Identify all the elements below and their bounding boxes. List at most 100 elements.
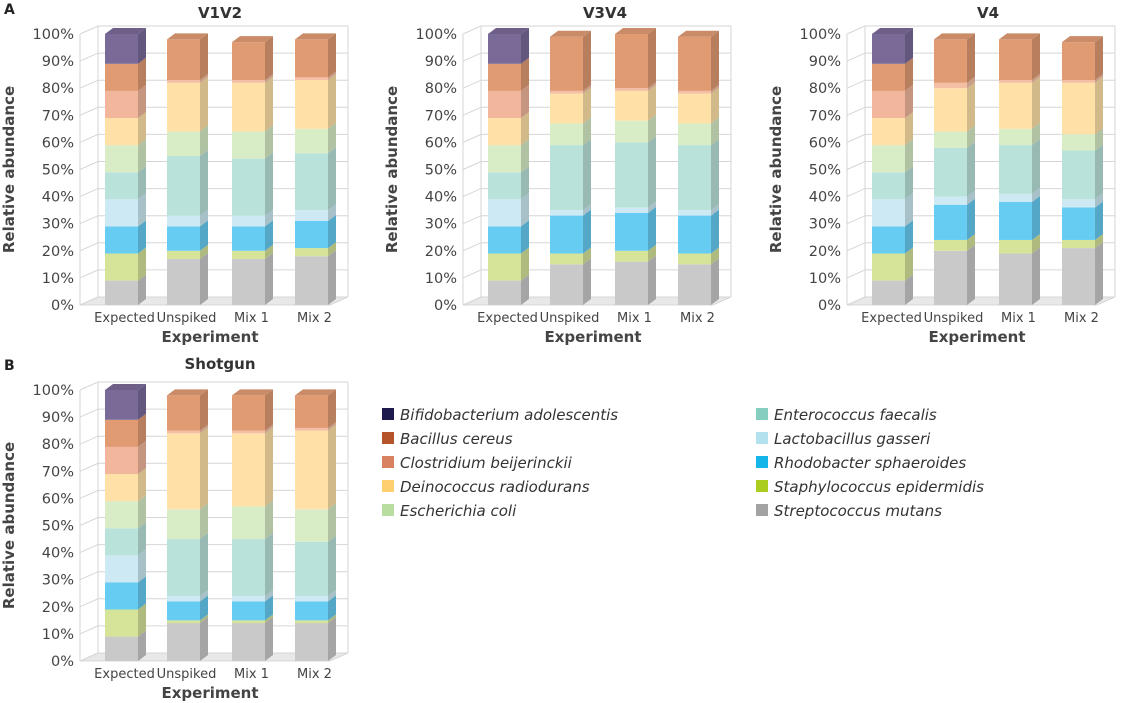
bar-segment-front: [105, 226, 138, 254]
bar-segment-front: [678, 90, 711, 94]
bar-stack-mix-1: [615, 28, 656, 305]
bar-segment-front: [295, 395, 328, 428]
bar-segment-front: [105, 528, 138, 556]
bar-segment-side: [265, 209, 273, 227]
bar-segment-front: [105, 280, 138, 305]
bar-stack-expected: [872, 28, 913, 305]
bar-segment-front: [488, 172, 521, 200]
bar-segment-front: [167, 430, 200, 434]
y-tick-label: 50%: [425, 163, 457, 179]
bar-segment-side: [328, 389, 336, 428]
bar-segment: [295, 204, 336, 221]
bar-segment-side: [905, 166, 913, 200]
bar-segment: [295, 614, 336, 624]
bar-segment-front: [678, 215, 711, 254]
bar-segment-side: [138, 193, 146, 227]
y-tick-label: 90%: [42, 54, 74, 70]
bar-segment: [999, 196, 1040, 240]
bar-segment-side: [905, 28, 913, 64]
bar-stack-expected: [488, 28, 529, 305]
bar-segment: [1062, 144, 1103, 200]
bar-segment-side: [905, 274, 913, 305]
y-tick-label: 20%: [42, 244, 74, 260]
bar-segment-front: [295, 595, 328, 602]
bar-segment-side: [328, 617, 336, 661]
bar-segment: [105, 139, 146, 173]
bar-segment: [999, 33, 1040, 81]
bar-segment-front: [615, 34, 648, 89]
bar-segment-front: [232, 430, 265, 434]
bar-segment: [167, 149, 208, 216]
bar-segment-side: [200, 149, 208, 216]
bar-segment-front: [232, 42, 265, 81]
bar-segment-side: [200, 252, 208, 305]
bar-segment-front: [105, 446, 138, 475]
bar-segment-front: [167, 226, 200, 251]
bar-segment-front: [167, 509, 200, 540]
bar-segment-side: [138, 413, 146, 447]
bar-segment-front: [105, 90, 138, 119]
bar-segment-side: [905, 84, 913, 119]
y-tick-label: 80%: [425, 81, 457, 97]
bar-segment-front: [678, 145, 711, 211]
bar-segment-front: [934, 196, 967, 205]
bar-segment-front: [872, 226, 905, 254]
bar-segment-side: [711, 204, 719, 216]
bar-segment-side: [328, 242, 336, 257]
bar-segment-side: [200, 503, 208, 540]
bar-segment: [295, 250, 336, 305]
bar-top-cap: [488, 28, 529, 34]
bar-segment-side: [200, 617, 208, 661]
bar-segment: [615, 28, 656, 89]
bar-top-cap: [934, 33, 975, 40]
bar-segment: [999, 74, 1040, 83]
legend-item: Rhodobacter sphaeroides: [756, 454, 966, 472]
bar-segment: [488, 84, 529, 119]
bar-segment: [1062, 242, 1103, 305]
bar-segment-front: [295, 153, 328, 211]
bar-segment-side: [1095, 242, 1103, 305]
bar-segment-front: [872, 145, 905, 173]
bar-segment: [105, 247, 146, 281]
y-tick-label: 80%: [42, 437, 74, 453]
bar-segment-front: [872, 63, 905, 91]
bar-segment: [105, 274, 146, 305]
bar-segment-side: [138, 220, 146, 254]
bar-segment: [488, 166, 529, 200]
bar-segment-front: [934, 82, 967, 89]
bar-segment-front: [295, 39, 328, 78]
bar-segment: [678, 258, 719, 305]
bar-segment-side: [138, 84, 146, 119]
bar-segment-side: [200, 424, 208, 434]
bar-segment-side: [583, 204, 591, 216]
bar-segment-front: [1062, 42, 1095, 81]
bar-segment: [232, 533, 273, 596]
y-tick-label: 70%: [42, 464, 74, 480]
bar-segment-side: [583, 30, 591, 91]
bar-segment: [105, 440, 146, 475]
bar-segment-front: [105, 419, 138, 447]
bar-segment-side: [648, 206, 656, 251]
bar-stack-expected: [105, 28, 146, 305]
y-tick-label: 100%: [416, 27, 457, 43]
bar-segment-side: [711, 247, 719, 265]
bar-segment: [934, 33, 975, 83]
bar-segment-front: [167, 620, 200, 624]
bar-segment-front: [232, 258, 265, 305]
bar-segment-front: [105, 555, 138, 583]
bar-segment: [872, 193, 913, 227]
bar-segment-front: [872, 199, 905, 227]
bar-segment-side: [1095, 201, 1103, 240]
bar-segment-side: [200, 209, 208, 227]
bar-segment-side: [967, 82, 975, 132]
bar-segment: [1062, 201, 1103, 240]
bar-segment: [105, 468, 146, 502]
bar-segment-side: [648, 114, 656, 143]
bar-segment-front: [1062, 248, 1095, 305]
bar-segment-side: [711, 84, 719, 94]
bar-segment-front: [999, 128, 1032, 146]
bar-segment-side: [521, 166, 529, 200]
bar-segment-side: [200, 533, 208, 596]
bar-segment: [232, 125, 273, 159]
bar-segment: [232, 500, 273, 540]
